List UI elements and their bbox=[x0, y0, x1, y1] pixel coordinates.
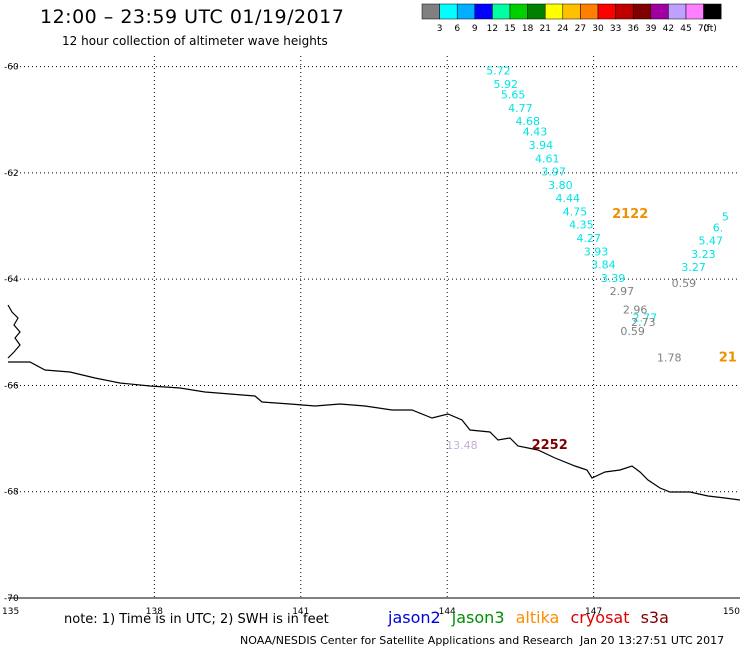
wave-height-label: 3.93 bbox=[584, 245, 609, 258]
pass-time-label: 2252 bbox=[532, 438, 568, 453]
colorbar-unit: (ft) bbox=[703, 24, 717, 34]
colorbar-swatch bbox=[650, 3, 669, 20]
x-tick-label: 135 bbox=[2, 607, 19, 617]
pass-time-label: 2122 bbox=[612, 207, 648, 222]
x-tick-label: 147 bbox=[585, 607, 602, 617]
page-title: 12:00 – 23:59 UTC 01/19/2017 bbox=[40, 6, 345, 28]
colorbar-swatch bbox=[703, 3, 722, 20]
legend-jason2: jason2 bbox=[388, 608, 441, 627]
wave-height-label: 3.23 bbox=[691, 248, 716, 261]
y-tick-label: -62 bbox=[4, 169, 19, 179]
colorbar-swatch bbox=[527, 3, 546, 20]
colorbar-swatch bbox=[580, 3, 599, 20]
x-tick-label: 141 bbox=[292, 607, 309, 617]
wave-height-label: 3.27 bbox=[681, 261, 706, 274]
colorbar-swatch bbox=[492, 3, 511, 20]
y-tick-label: -70 bbox=[4, 594, 19, 604]
colorbar-swatch bbox=[456, 3, 476, 20]
colorbar-tick-label: 42 bbox=[663, 24, 674, 34]
colorbar-tick-label: 30 bbox=[592, 24, 604, 34]
wave-height-label: 2.77 bbox=[633, 312, 658, 325]
wave-height-label: 5.47 bbox=[698, 235, 723, 248]
colorbar-tick-label: 24 bbox=[557, 24, 569, 34]
colorbar-tick-label: 45 bbox=[680, 24, 691, 34]
colorbar-tick-label: 9 bbox=[472, 24, 478, 34]
wave-height-label: 1.78 bbox=[657, 352, 682, 365]
generation-timestamp: Jan 20 13:27:51 UTC 2017 bbox=[580, 634, 725, 647]
legend-altika: altika bbox=[515, 608, 560, 627]
wave-height-label: 0.59 bbox=[672, 277, 697, 290]
wave-height-label: 4.44 bbox=[555, 192, 580, 205]
legend-s3a: s3a bbox=[640, 608, 669, 627]
colorbar-swatch bbox=[544, 3, 564, 20]
colorbar-swatch bbox=[509, 3, 528, 20]
colorbar-swatch bbox=[562, 3, 581, 20]
colorbar-swatch bbox=[421, 3, 440, 20]
colorbar-swatch bbox=[668, 3, 687, 20]
footer-note: note: 1) Time is in UTC; 2) SWH is in fe… bbox=[64, 612, 329, 627]
wave-height-label: 4.43 bbox=[523, 126, 548, 139]
y-tick-label: -66 bbox=[4, 381, 19, 391]
pass-time-labels: 2122 21 2252 bbox=[532, 207, 737, 453]
wave-height-label: 4.27 bbox=[576, 232, 601, 245]
credit-line: NOAA/NESDIS Center for Satellite Applica… bbox=[240, 634, 574, 647]
colorbar-tick-label: 12 bbox=[487, 24, 498, 34]
wave-height-label: 5.65 bbox=[501, 89, 526, 102]
wave-height-label: 3.94 bbox=[529, 139, 554, 152]
colorbar-swatch bbox=[685, 3, 704, 20]
x-tick-label: 138 bbox=[146, 607, 163, 617]
wave-height-label: 5.92 bbox=[494, 78, 519, 91]
colorbar-tick-label: 21 bbox=[539, 24, 550, 34]
colorbar: 3 6 9 12 15 18 21 24 27 30 33 36 39 42 45 70(ft) bbox=[421, 3, 722, 34]
y-tick-label: -68 bbox=[4, 488, 19, 498]
wave-height-label: 3.97 bbox=[541, 166, 566, 179]
colorbar-tick-label: 18 bbox=[522, 24, 534, 34]
pass-time-label: 21 bbox=[719, 351, 737, 366]
colorbar-swatch bbox=[615, 3, 634, 20]
y-tick-label: -64 bbox=[4, 275, 19, 285]
grid: 135 138 141 144 147 150 -60 -62 -64 -66 -68 -70 bbox=[2, 56, 740, 617]
wave-height-label: 5.72 bbox=[486, 65, 511, 78]
wave-height-label: 3.39 bbox=[601, 272, 626, 285]
colorbar-tick-label: 27 bbox=[575, 24, 586, 34]
page-subtitle: 12 hour collection of altimeter wave hei… bbox=[62, 34, 328, 48]
wave-height-label: 6. bbox=[713, 221, 724, 234]
wave-height-label: 3.84 bbox=[591, 259, 616, 272]
satellite-legend: jason2 jason3 altika cryosat s3a bbox=[388, 608, 675, 627]
x-tick-label: 150 bbox=[723, 607, 740, 617]
colorbar-tick-label: 33 bbox=[610, 24, 621, 34]
wave-height-label: 2.96 bbox=[623, 304, 648, 317]
colorbar-tick-label: 6 bbox=[454, 24, 460, 34]
colorbar-tick-label: 15 bbox=[504, 24, 515, 34]
wave-height-label: 5 bbox=[722, 211, 729, 224]
wave-height-label: 4.61 bbox=[535, 152, 560, 165]
colorbar-tick-label: 39 bbox=[645, 24, 657, 34]
antarctic-coastline bbox=[7, 304, 740, 501]
colorbar-swatch bbox=[632, 3, 652, 20]
wave-height-label: 4.35 bbox=[569, 219, 594, 232]
colorbar-tick-label: 3 bbox=[437, 24, 443, 34]
wave-height-label: 2.73 bbox=[631, 316, 656, 329]
legend-cryosat: cryosat bbox=[570, 608, 630, 627]
x-tick-label: 144 bbox=[439, 607, 456, 617]
wave-height-label: 4.68 bbox=[515, 115, 540, 128]
wave-height-label: 0.59 bbox=[620, 325, 645, 338]
colorbar-tick-label: 36 bbox=[627, 24, 639, 34]
wave-height-label: 4.75 bbox=[563, 205, 588, 218]
colorbar-tick-label: 70 bbox=[698, 24, 710, 34]
wave-height-label: 3.80 bbox=[548, 179, 573, 192]
colorbar-swatch bbox=[474, 3, 493, 20]
colorbar-swatch bbox=[439, 3, 458, 20]
wave-height-label: 2.97 bbox=[610, 285, 635, 298]
legend-jason3: jason3 bbox=[451, 608, 505, 627]
wave-height-label: 13.48 bbox=[446, 439, 478, 452]
wave-height-labels: 5.725.925.654.774.684.433.944.613.973.80… bbox=[446, 65, 729, 453]
wave-height-label: 4.77 bbox=[508, 102, 533, 115]
colorbar-swatch bbox=[597, 3, 616, 20]
y-tick-label: -60 bbox=[4, 63, 19, 73]
